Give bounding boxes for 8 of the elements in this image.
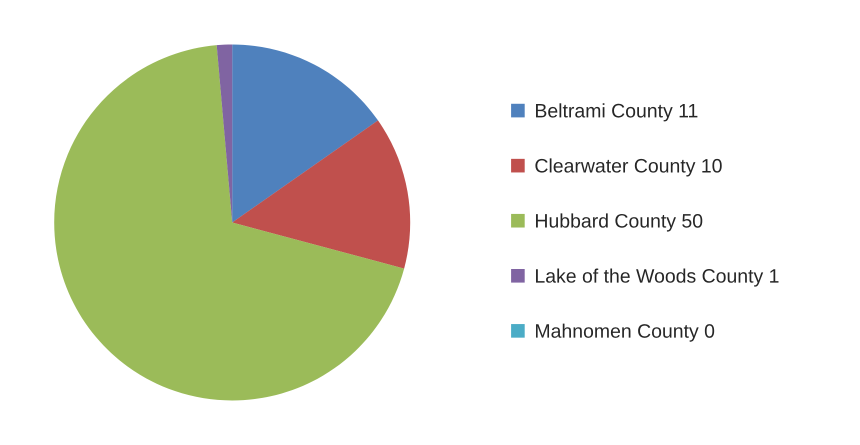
legend-label: Mahnomen County 0 (536, 324, 714, 342)
pie-slice (232, 44, 378, 222)
legend-label: Beltrami County 11 (536, 103, 698, 122)
pie-slice (54, 45, 404, 400)
pie-slice (232, 120, 410, 269)
legend-label: Hubbard County 50 (536, 213, 702, 232)
legend-label: Clearwater County 10 (535, 158, 722, 176)
legend-label: Lake of the Woods County 1 (536, 268, 778, 287)
